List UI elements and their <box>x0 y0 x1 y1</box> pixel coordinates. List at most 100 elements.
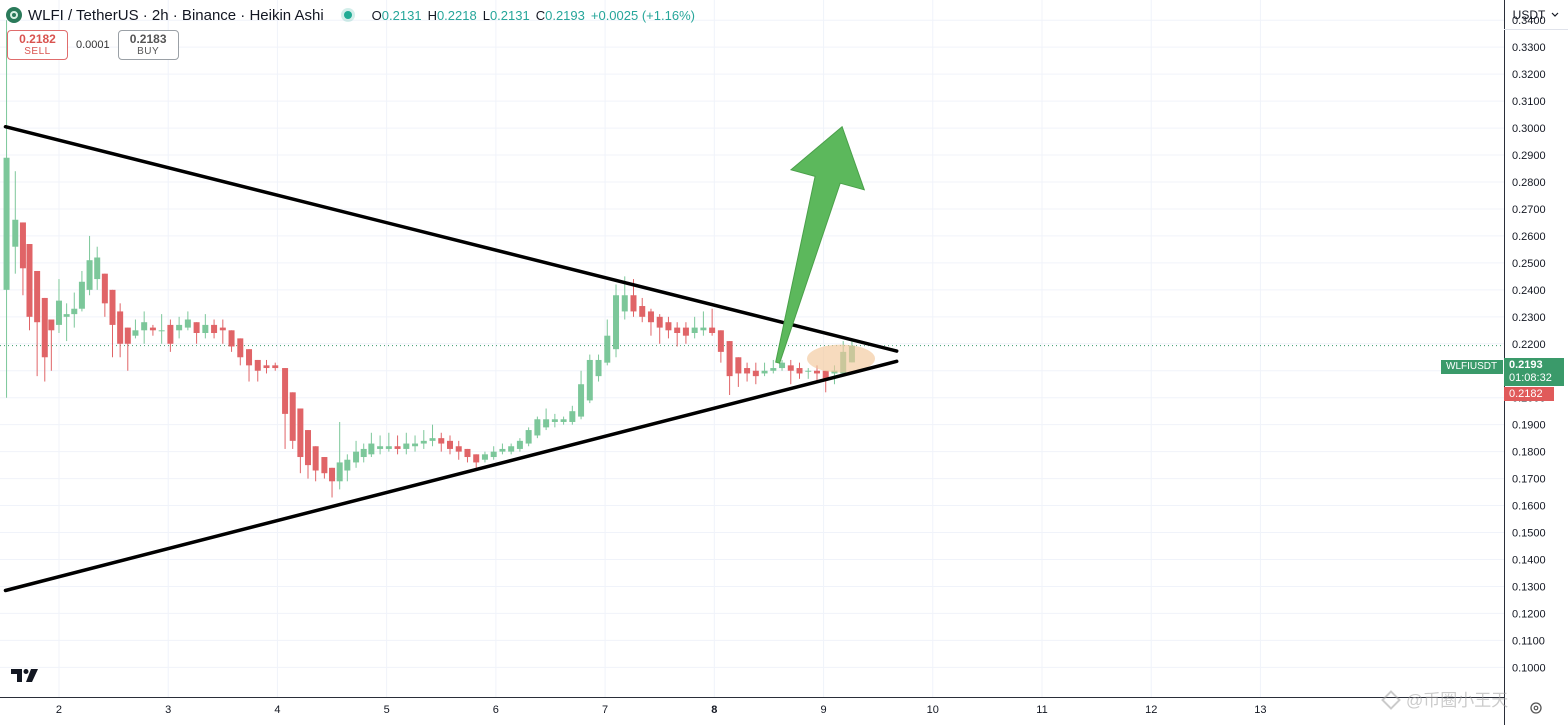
sell-label: SELL <box>24 46 51 57</box>
x-tick-label: 13 <box>1254 704 1266 716</box>
sell-button[interactable]: 0.2182 SELL <box>7 30 68 60</box>
ohlc-key: O <box>371 7 382 23</box>
y-tick-label: 0.1100 <box>1512 635 1545 647</box>
candle-body <box>412 443 419 447</box>
symbol-title[interactable]: WLFI / TetherUS · 2h · Binance · Heikin … <box>28 6 324 24</box>
y-tick-label: 0.2500 <box>1512 258 1546 270</box>
candle-down <box>289 392 296 449</box>
candle-down <box>254 359 261 382</box>
candle-body <box>560 419 567 422</box>
y-tick-label: 0.3000 <box>1512 123 1546 135</box>
candle-down <box>41 297 48 382</box>
candle-up <box>368 432 375 458</box>
candle-down <box>744 362 751 382</box>
auto-scale-gear-icon[interactable] <box>1528 700 1544 716</box>
candle-down <box>193 322 200 344</box>
candle-up <box>595 354 602 382</box>
candle-up <box>543 408 550 431</box>
candle-up <box>158 314 165 344</box>
y-tick-label: 0.1400 <box>1512 554 1546 566</box>
candle-down <box>219 319 226 344</box>
candle-body <box>525 430 532 444</box>
candle-body <box>124 327 131 344</box>
candle-body <box>595 359 602 377</box>
candle-up <box>385 432 392 452</box>
candle-body <box>647 311 654 323</box>
candle-down <box>822 370 829 393</box>
watermark-logo-icon <box>1381 690 1401 710</box>
candle-body <box>353 451 360 463</box>
candle-body <box>336 462 343 482</box>
candle-down <box>228 330 235 352</box>
candle-up <box>336 421 343 490</box>
candle-body <box>438 438 445 444</box>
candle-up <box>132 319 139 339</box>
candle-body <box>621 295 628 312</box>
candle-down <box>464 448 471 463</box>
candle-down <box>167 319 174 352</box>
candle-up <box>94 246 101 290</box>
grid <box>0 0 1504 697</box>
candle-body <box>691 327 698 333</box>
candle-down <box>305 430 312 479</box>
currency-selector[interactable]: USDT <box>1504 0 1568 30</box>
ohlc-value: 0.2131 <box>381 7 422 23</box>
candle-up <box>12 171 19 274</box>
candle-up <box>560 416 567 425</box>
candle-up <box>604 319 611 366</box>
buy-price: 0.2183 <box>129 32 167 46</box>
ohlc-item: C0.2193 <box>536 8 585 23</box>
candle-body <box>289 392 296 441</box>
candle-down <box>282 368 289 449</box>
y-tick-label: 0.1600 <box>1512 501 1546 513</box>
candle-up <box>360 443 367 463</box>
candle-body <box>490 451 497 458</box>
currency-label: USDT <box>1512 7 1546 22</box>
ohlc-values: O0.2131 H0.2218 L0.2131 C0.2193 +0.0025 (+1.… <box>372 8 695 23</box>
candle-up <box>770 359 777 374</box>
buy-button[interactable]: 0.2183 BUY <box>117 30 179 60</box>
candle-body <box>464 448 471 458</box>
candle-up <box>805 368 812 379</box>
candle-body <box>551 419 558 422</box>
candle-body <box>770 368 777 371</box>
x-tick-label: 10 <box>927 704 939 716</box>
candle-body <box>578 384 585 417</box>
candle-body <box>779 362 786 369</box>
tradingview-logo-icon[interactable] <box>11 667 39 688</box>
drawings <box>3 124 899 593</box>
candle-body <box>344 459 351 471</box>
candle-up <box>508 443 515 455</box>
candle-down <box>446 435 453 455</box>
candle-body <box>613 295 620 350</box>
candle-body <box>48 319 55 331</box>
bid-price-tag: 0.2182 <box>1504 387 1554 401</box>
candle-body <box>630 295 637 312</box>
candle-up <box>412 435 419 452</box>
candle-body <box>71 308 78 315</box>
candle-up <box>141 311 148 344</box>
candle-down <box>321 457 328 479</box>
candle-body <box>604 335 611 363</box>
tv-logo-shape <box>11 669 38 682</box>
candle-body <box>735 357 742 374</box>
candle-down <box>674 322 681 347</box>
candle-body <box>184 319 191 328</box>
candle-down <box>455 440 462 460</box>
y-tick-label: 0.1200 <box>1512 608 1546 620</box>
x-tick-label: 2 <box>56 704 62 716</box>
candle-body <box>534 419 541 436</box>
candle-body <box>312 446 319 471</box>
candle-body <box>822 370 829 379</box>
symbol-price-tag: WLFIUSDT <box>1441 360 1503 374</box>
market-open-status-icon <box>343 11 352 19</box>
y-tick-label: 0.1800 <box>1512 447 1546 459</box>
chevron-down-icon <box>1551 12 1559 17</box>
candle-body <box>158 330 165 332</box>
candle-down <box>246 349 253 382</box>
candle-body <box>787 365 794 371</box>
x-tick-label: 6 <box>493 704 499 716</box>
candle-down <box>101 273 108 317</box>
